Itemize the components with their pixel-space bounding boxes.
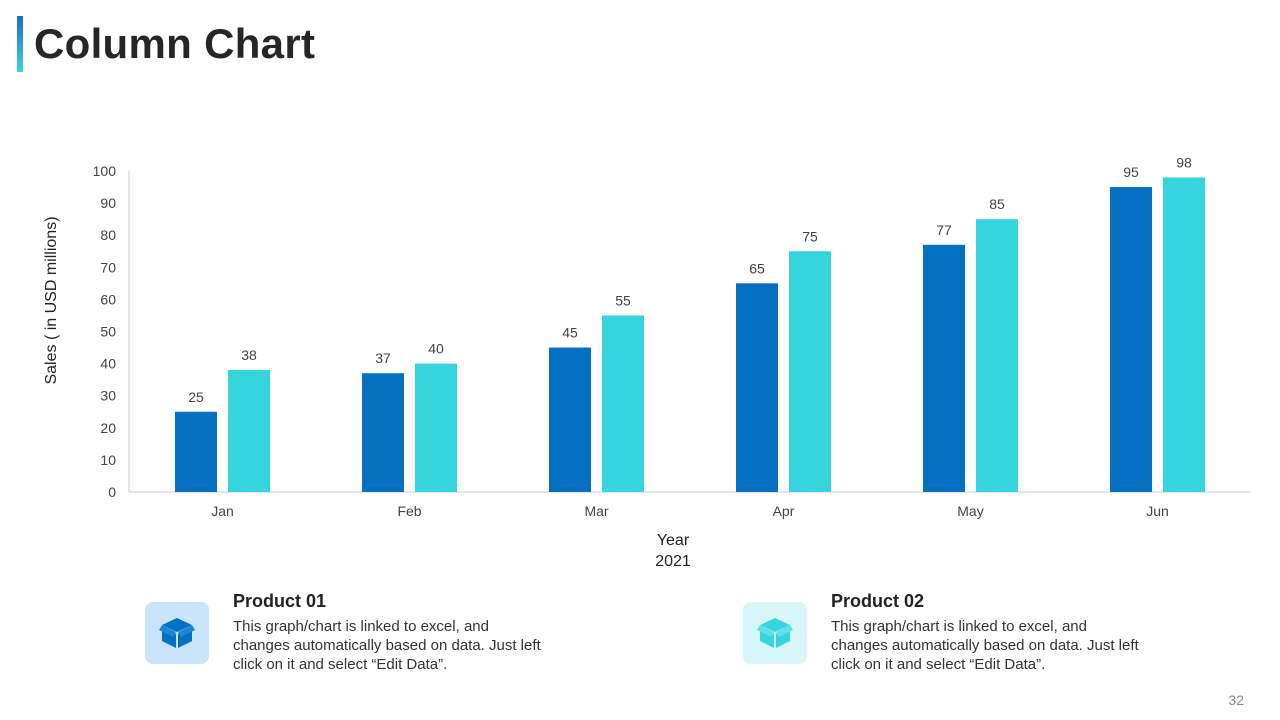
y-tick-label: 20 — [100, 420, 116, 436]
column-chart[interactable]: 0 10 20 30 40 50 60 70 80 90 100 Sales ( in USD mil… — [0, 0, 1280, 580]
x-tick-label: Feb — [397, 503, 421, 519]
data-label: 55 — [615, 292, 631, 308]
legend-description: This graph/chart is linked to excel, and… — [233, 618, 541, 673]
bar-product-02-apr[interactable] — [789, 251, 831, 492]
y-tick-label: 90 — [100, 195, 116, 211]
bar-product-01-jun[interactable] — [1110, 187, 1152, 493]
title-accent-bar — [17, 16, 23, 72]
page-number: 32 — [1228, 692, 1244, 708]
y-tick-label: 70 — [100, 259, 116, 275]
data-label: 37 — [375, 350, 391, 366]
y-tick-label: 30 — [100, 388, 116, 404]
y-tick-label: 60 — [100, 291, 116, 307]
bar-product-02-feb[interactable] — [415, 363, 457, 492]
y-tick-label: 50 — [100, 324, 116, 340]
bar-product-01-may[interactable] — [923, 244, 965, 492]
data-label: 25 — [188, 389, 204, 405]
bar-product-01-jan[interactable] — [175, 411, 217, 492]
slide-title: Column Chart — [34, 20, 316, 67]
x-axis-subtitle: 2021 — [655, 553, 691, 570]
y-tick-label: 40 — [100, 356, 116, 372]
data-label: 38 — [241, 347, 257, 363]
y-axis-title: Sales ( in USD millions) — [43, 216, 60, 384]
bar-product-01-feb[interactable] — [362, 373, 404, 492]
x-tick-label: Jan — [211, 503, 234, 519]
data-label: 40 — [428, 341, 444, 357]
data-label: 77 — [936, 222, 952, 238]
bar-product-01-mar[interactable] — [549, 347, 591, 492]
box-icon — [145, 602, 209, 664]
bar-product-02-jan[interactable] — [228, 370, 270, 492]
legend-title: Product 02 — [831, 591, 925, 611]
box-icon — [743, 602, 807, 664]
data-label: 75 — [802, 228, 818, 244]
x-tick-label: Apr — [773, 503, 795, 519]
data-label: 95 — [1123, 164, 1139, 180]
y-tick-label: 100 — [93, 163, 117, 179]
x-axis-title: Year — [657, 532, 690, 549]
y-tick-label: 0 — [108, 484, 116, 500]
y-tick-label: 10 — [100, 452, 116, 468]
y-tick-label: 80 — [100, 227, 116, 243]
x-tick-label: Jun — [1146, 503, 1169, 519]
legend-description: This graph/chart is linked to excel, and… — [831, 618, 1139, 673]
x-tick-label: Mar — [584, 503, 608, 519]
data-label: 65 — [749, 260, 765, 276]
data-label: 45 — [562, 325, 578, 341]
data-label: 85 — [989, 196, 1005, 212]
bar-product-02-may[interactable] — [976, 219, 1018, 492]
bar-product-02-mar[interactable] — [602, 315, 644, 492]
legend-title: Product 01 — [233, 591, 327, 611]
data-label: 98 — [1176, 154, 1192, 170]
bar-product-02-jun[interactable] — [1163, 177, 1205, 493]
x-tick-label: May — [957, 503, 983, 519]
bar-product-01-apr[interactable] — [736, 283, 778, 492]
